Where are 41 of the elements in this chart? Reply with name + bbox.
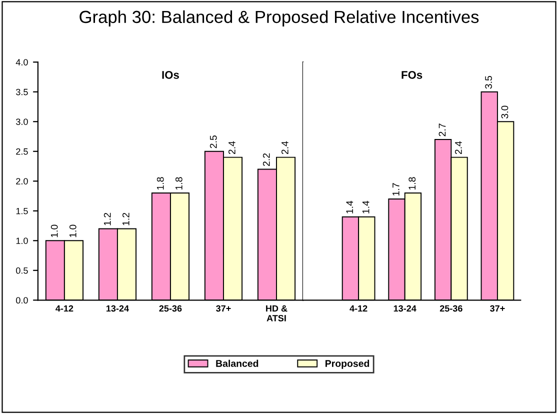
data-label: 1.8 [175,177,182,190]
y-tick-label: 4.0 [16,59,28,66]
x-tick-label: 25-36 [440,305,462,312]
x-tick-label: HD & ATSI [266,305,288,322]
y-tick-label: 1.0 [16,238,28,244]
y-tick-label: 2.0 [16,178,28,184]
x-tick-label: 37+ [490,305,505,312]
data-label: 2.2 [262,153,270,166]
data-label: 2.4 [454,141,462,154]
data-label: 1.0 [69,224,76,238]
y-tick-label: 0.0 [16,297,28,304]
data-label: 3.0 [501,106,508,118]
data-label: 1.2 [122,212,130,226]
annotation: FOs [402,71,422,79]
chart-title: Graph 30: Balanced & Proposed Relative Incentives [80,10,479,27]
y-tick-label: 1.5 [16,208,28,214]
data-label: 2.4 [281,141,288,154]
data-label: 1.4 [346,200,353,214]
y-tick-label: 3.0 [16,118,28,125]
data-label: 1.8 [408,177,416,190]
legend-label: Proposed [326,360,370,369]
x-tick-label: 13-24 [106,305,129,312]
y-tick-label: 2.5 [16,148,28,155]
data-label: 1.7 [392,183,400,196]
x-tick-label: 25-36 [159,305,182,312]
data-label: 1.2 [104,212,111,226]
x-tick-label: 37+ [216,305,231,312]
y-tick-label: 3.5 [16,88,28,96]
legend-label: Balanced [216,360,258,367]
x-tick-label: 4-12 [56,305,74,312]
data-label: 1.4 [362,200,370,214]
data-label: 2.4 [228,141,236,154]
y-tick-label: 0.5 [16,267,28,274]
data-label: 2.5 [210,135,217,148]
data-label: 1.0 [50,224,58,238]
x-tick-label: 13-24 [394,305,416,312]
x-tick-label: 4-12 [350,305,368,312]
annotation: IOs [162,71,179,79]
data-label: 2.7 [438,124,446,136]
data-label: 3.5 [485,76,492,89]
data-label: 1.8 [156,177,164,190]
